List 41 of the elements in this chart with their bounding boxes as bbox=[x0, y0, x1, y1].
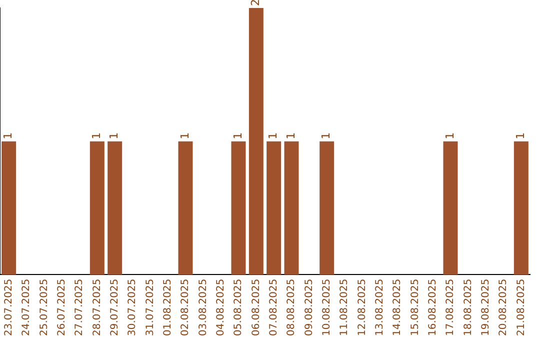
x-tick-label: 11.08.2025 bbox=[339, 278, 350, 336]
x-tick-label: 24.07.2025 bbox=[21, 278, 32, 336]
x-tick-label: 28.07.2025 bbox=[92, 278, 103, 336]
x-tick-label: 25.07.2025 bbox=[38, 278, 50, 336]
x-tick-label: 12.08.2025 bbox=[356, 278, 368, 336]
x-tick-label: 26.07.2025 bbox=[56, 278, 68, 336]
x-tick-label: 18.08.2025 bbox=[462, 278, 474, 336]
x-tick-label: 16.08.2025 bbox=[427, 278, 438, 336]
data-label: 2 bbox=[249, 0, 262, 6]
data-label: 1 bbox=[514, 132, 528, 140]
x-tick-label: 05.08.2025 bbox=[233, 278, 244, 336]
x-tick-label: 15.08.2025 bbox=[410, 278, 421, 336]
x-tick-label: 29.07.2025 bbox=[109, 278, 120, 336]
x-tick-label: 13.08.2025 bbox=[374, 278, 386, 336]
x-tick-label: 09.08.2025 bbox=[304, 278, 315, 336]
data-label: 1 bbox=[231, 132, 244, 140]
data-label: 1 bbox=[443, 132, 456, 140]
x-tick-label: 10.08.2025 bbox=[321, 278, 332, 336]
x-tick-label: 03.08.2025 bbox=[198, 278, 209, 336]
x-tick-label: 06.08.2025 bbox=[250, 278, 262, 336]
x-tick-label: 20.08.2025 bbox=[498, 278, 510, 336]
x-tick-label: 14.08.2025 bbox=[392, 278, 404, 336]
data-label: 1 bbox=[2, 132, 15, 140]
x-tick-label: 21.08.2025 bbox=[516, 278, 527, 336]
x-tick-label: 08.08.2025 bbox=[286, 278, 298, 336]
x-tick-label: 17.08.2025 bbox=[445, 278, 456, 336]
x-tick-label: 30.07.2025 bbox=[127, 278, 138, 336]
data-label: 1 bbox=[266, 132, 280, 140]
x-tick-label: 19.08.2025 bbox=[480, 278, 492, 336]
x-tick-label: 27.07.2025 bbox=[74, 278, 86, 336]
x-tick-label: 04.08.2025 bbox=[215, 278, 226, 336]
x-tick-label: 23.07.2025 bbox=[3, 278, 14, 336]
data-label: 1 bbox=[320, 132, 333, 140]
data-label: 1 bbox=[90, 132, 104, 140]
x-tick-label: 02.08.2025 bbox=[180, 278, 192, 336]
x-tick-label: 07.08.2025 bbox=[268, 278, 280, 336]
data-label: 1 bbox=[178, 132, 192, 140]
data-label: 1 bbox=[284, 132, 298, 140]
x-tick-label: 31.07.2025 bbox=[144, 278, 156, 336]
x-tick-label: 01.08.2025 bbox=[162, 278, 174, 336]
data-label: 1 bbox=[108, 132, 121, 140]
